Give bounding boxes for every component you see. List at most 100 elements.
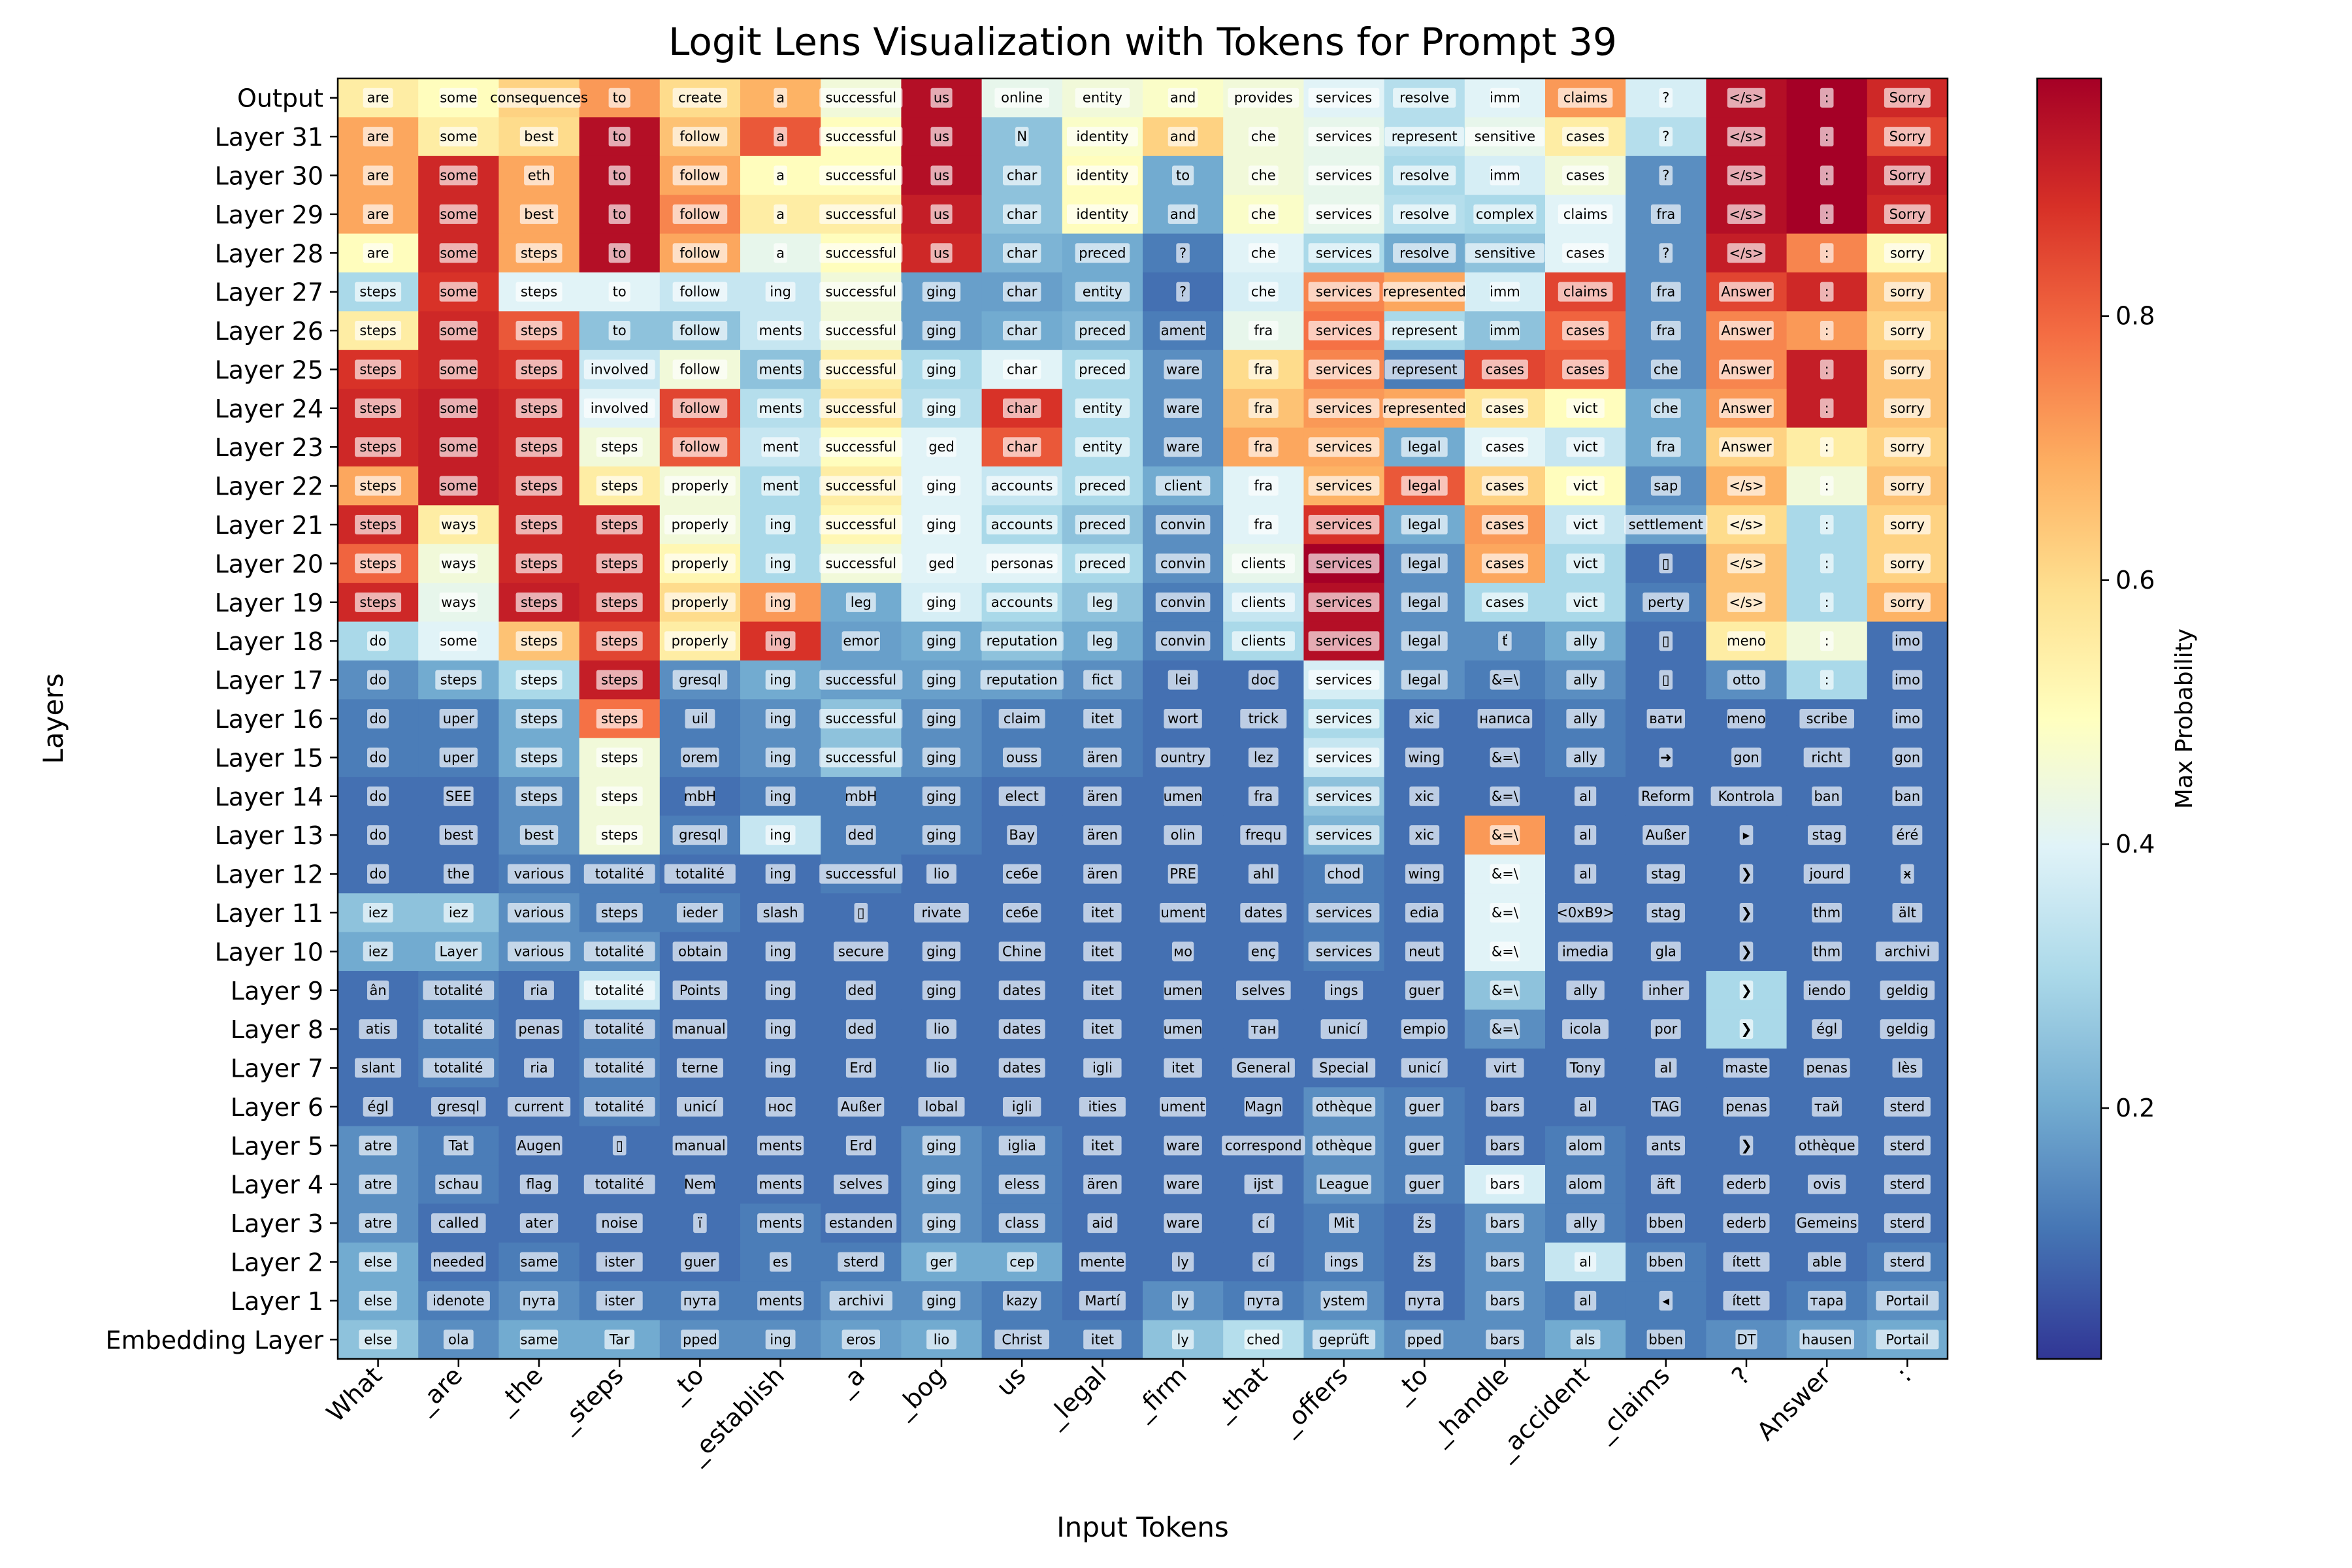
cell-label-box	[596, 825, 643, 845]
cell-token-label: steps	[521, 555, 557, 571]
cell-token-label: пута	[522, 1293, 555, 1309]
cell-label-box	[1820, 127, 1834, 147]
cell-token-label: ing	[770, 1021, 791, 1037]
cell-label-box	[1490, 88, 1520, 108]
cell-token-label: slash	[763, 905, 798, 921]
cell-token-label: bars	[1490, 1137, 1520, 1153]
cell-token-label: :	[1825, 555, 1829, 571]
cell-label-box	[583, 941, 655, 962]
cell-token-label: себе	[1005, 866, 1038, 882]
cell-token-label: services	[1316, 749, 1372, 765]
cell-label-box	[507, 941, 571, 962]
cell-label-box	[1168, 88, 1198, 108]
cell-label-box	[765, 864, 796, 884]
cell-label-box	[1075, 515, 1130, 535]
cell-label-box	[363, 1096, 393, 1117]
cell-label-box	[583, 1058, 655, 1078]
cell-label-box	[524, 980, 554, 1000]
cell-token-label: ment	[762, 478, 798, 494]
cell-token-label: al	[1579, 1254, 1592, 1270]
cell-token-label: ings	[1330, 1254, 1358, 1270]
cell-label-box	[1405, 864, 1444, 884]
cell-label-box	[1642, 592, 1690, 612]
cell-token-label: clients	[1241, 633, 1286, 649]
cell-token-label: some	[440, 167, 477, 183]
cell-token-label: aid	[1092, 1215, 1113, 1231]
cell-token-label: ❯	[1740, 866, 1752, 883]
cell-label-box	[1650, 1174, 1681, 1194]
cell-token-label: Nem	[684, 1177, 716, 1192]
cell-label-box	[1083, 1019, 1122, 1039]
cell-token-label: cases	[1486, 555, 1524, 571]
cell-label-box	[1003, 747, 1041, 768]
cell-token-label: char	[1007, 400, 1037, 416]
cell-label-box	[757, 1174, 804, 1194]
cell-label-box	[1803, 747, 1850, 768]
cell-label-box	[1650, 359, 1681, 380]
cell-label-box	[1723, 1174, 1770, 1194]
cell-label-box	[363, 88, 393, 108]
cell-token-label: olin	[1171, 827, 1196, 843]
cell-token-label: convin	[1160, 517, 1205, 532]
cell-token-label: a	[776, 90, 785, 106]
cell-token-label: imm	[1490, 90, 1520, 106]
cell-label-box	[1490, 282, 1520, 302]
cell-label-box	[819, 476, 903, 496]
cell-token-label: bars	[1490, 1254, 1520, 1270]
cell-label-box	[1405, 747, 1444, 768]
cell-token-label: are	[367, 167, 389, 183]
cell-token-label: fra	[1254, 439, 1273, 455]
cell-token-label: </s>	[1729, 167, 1763, 183]
cell-label-box	[1222, 1135, 1305, 1156]
cell-token-label: Gemeins	[1797, 1215, 1857, 1231]
cell-token-label: reputation	[987, 672, 1058, 688]
cell-token-label: </s>	[1729, 206, 1763, 222]
cell-label-box	[367, 747, 389, 768]
cell-token-label: othèque	[1316, 1137, 1373, 1153]
cell-label-box	[367, 670, 389, 690]
cell-token-label: ging	[926, 672, 956, 688]
cell-token-label: to	[613, 167, 627, 183]
cell-label-box	[922, 592, 961, 612]
cell-label-box	[1566, 592, 1605, 612]
cell-label-box	[1820, 398, 1834, 418]
cell-token-label: various	[514, 943, 564, 959]
cell-label-box	[515, 476, 563, 496]
cell-label-box	[854, 902, 868, 923]
cell-token-label: sorry	[1890, 323, 1925, 338]
cell-token-label: ware	[1166, 400, 1200, 416]
cell-label-box	[1727, 243, 1766, 263]
cell-label-box	[1820, 476, 1834, 496]
cell-label-box	[757, 398, 804, 418]
cell-token-label: steps	[521, 789, 557, 804]
y-tick-label: Layer 16	[215, 705, 323, 734]
cell-label-box	[515, 747, 563, 768]
cell-token-label: totalité	[595, 866, 644, 882]
cell-label-box	[1075, 243, 1130, 263]
cell-token-label: steps	[601, 517, 638, 532]
cell-label-box	[819, 321, 903, 341]
cell-token-label: ging	[926, 749, 956, 765]
cell-label-box	[1646, 864, 1685, 884]
cell-token-label: orem	[682, 749, 717, 765]
cell-label-box	[1172, 165, 1194, 186]
y-tick-label: Layer 27	[215, 278, 323, 307]
cell-token-label: ament	[1161, 323, 1205, 338]
cell-token-label: ments	[759, 1177, 802, 1192]
y-tick-label: Layer 22	[215, 472, 323, 501]
cell-label-box	[1719, 359, 1774, 380]
cell-token-label: some	[440, 361, 477, 377]
cell-token-label: frequ	[1245, 827, 1281, 843]
cell-label-box	[1083, 786, 1122, 806]
cell-label-box	[1884, 553, 1931, 574]
cell-token-label: legal	[1408, 517, 1441, 532]
cell-label-box	[1659, 553, 1673, 574]
cell-label-box	[676, 1096, 723, 1117]
cell-label-box	[367, 709, 389, 728]
cell-label-box	[1083, 1135, 1122, 1156]
cell-token-label: selves	[840, 1177, 883, 1192]
cell-label-box	[922, 282, 961, 302]
cell-token-label: sterd	[1890, 1099, 1925, 1115]
cell-token-label: archivi	[1884, 943, 1930, 959]
cell-token-label: ing	[770, 1060, 791, 1076]
